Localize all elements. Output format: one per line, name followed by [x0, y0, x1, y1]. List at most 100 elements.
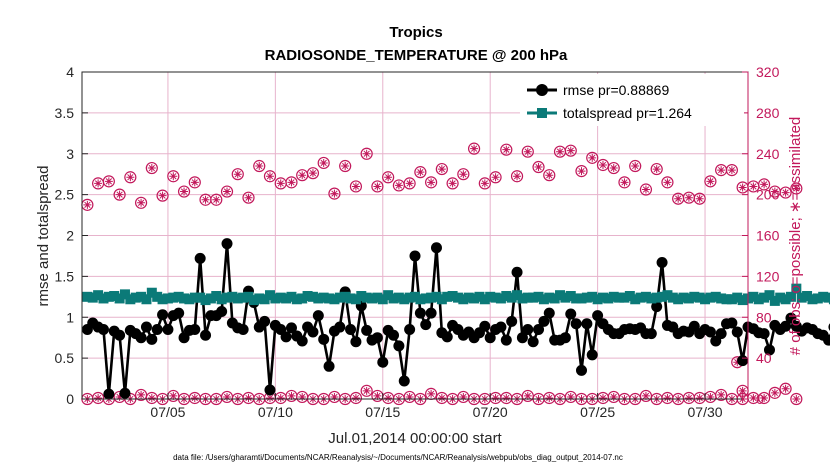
spread-point: [694, 292, 705, 303]
spread-point: [683, 293, 694, 304]
rmse-point: [404, 324, 416, 336]
rmse-point: [388, 329, 400, 341]
obs-point: [102, 175, 115, 188]
y-axis-right-ticks: 0 40 80 120 160 200 240 280 320: [742, 64, 780, 407]
obs-point: [317, 156, 330, 170]
obs-possible-marker: [758, 178, 771, 191]
obs-point: [779, 186, 792, 199]
spread-point: [506, 292, 517, 303]
obs-assimilated-marker: [298, 392, 307, 401]
spread-point: [82, 291, 93, 302]
rmse-point: [393, 340, 405, 352]
spread-point: [205, 293, 216, 304]
obs-point: [296, 390, 309, 404]
obs-point: [199, 193, 212, 206]
obs-possible-marker: [693, 192, 706, 205]
spread-point: [533, 291, 544, 302]
obs-possible-marker: [435, 162, 448, 176]
spread-point: [426, 292, 437, 303]
spread-point: [415, 294, 426, 305]
rmse-point: [651, 301, 663, 313]
obs-possible-marker: [650, 162, 663, 176]
spread-point: [469, 293, 480, 304]
obs-point: [704, 175, 717, 188]
obs-assimilated-marker: [513, 172, 522, 181]
obs-point: [274, 391, 287, 405]
obs-assimilated-marker: [663, 393, 672, 402]
spread-point: [549, 293, 560, 304]
obs-possible-marker: [134, 196, 148, 209]
obs-assimilated-marker: [169, 172, 178, 181]
rmse-point: [264, 384, 276, 396]
spread-point: [162, 293, 173, 304]
obs-assimilated-marker: [341, 162, 350, 171]
obs-possible-marker: [768, 386, 781, 399]
obs-assimilated-marker: [738, 386, 747, 395]
obs-assimilated-marker: [287, 178, 296, 187]
spread-point: [608, 291, 619, 302]
rmse-point: [280, 331, 292, 343]
obs-point: [263, 170, 277, 183]
obs-point: [382, 391, 395, 405]
spread-point: [227, 291, 238, 302]
obs-assimilated-marker: [416, 168, 425, 177]
spread-point: [436, 294, 447, 305]
rmse-point: [785, 312, 797, 324]
obs-assimilated-marker: [781, 384, 790, 393]
spread-point: [136, 291, 147, 302]
rmse-point: [763, 344, 775, 356]
rmse-point: [441, 331, 453, 343]
obs-possible-marker: [629, 159, 642, 173]
spread-point: [195, 292, 206, 303]
y-left-tick-label: 3.5: [55, 105, 75, 121]
spread-point: [302, 290, 313, 301]
rmse-point: [414, 307, 426, 319]
rmse-point: [318, 333, 330, 345]
obs-assimilated-marker: [470, 144, 479, 153]
x-tick-label: 07/20: [473, 404, 508, 420]
spread-point: [372, 292, 383, 303]
obs-possible-marker: [639, 183, 653, 196]
rmse-point: [656, 256, 668, 268]
obs-assimilated-marker: [674, 194, 683, 203]
legend-spread-marker: [537, 108, 547, 118]
spread-point: [576, 293, 587, 304]
obs-assimilated-marker: [147, 393, 156, 402]
obs-point: [521, 389, 534, 403]
obs-assimilated-marker: [137, 198, 146, 207]
y-right-tick-label: 240: [756, 146, 780, 162]
obs-assimilated-marker: [223, 392, 232, 401]
spread-point: [264, 290, 275, 301]
rmse-point: [737, 355, 749, 367]
obs-point: [349, 391, 363, 405]
obs-point: [586, 151, 599, 164]
rmse-point: [780, 320, 792, 332]
obs-assimilated-marker: [577, 167, 586, 176]
obs-point: [553, 145, 567, 158]
obs-assimilated-marker: [94, 393, 103, 402]
obs-possible-marker: [371, 180, 384, 193]
obs-possible-marker: [790, 392, 803, 406]
obs-assimilated-marker: [427, 389, 436, 398]
spread-point: [807, 294, 818, 305]
obs-point: [392, 179, 405, 192]
obs-point: [607, 390, 620, 404]
obs-point: [435, 391, 448, 405]
spread-point: [168, 292, 179, 303]
spread-point: [377, 294, 388, 305]
obs-assimilated-marker: [695, 393, 704, 402]
obs-point: [758, 391, 771, 405]
obs-point: [618, 176, 631, 189]
rmse-point: [398, 375, 410, 387]
obs-point: [661, 176, 674, 189]
obs-point: [124, 171, 137, 184]
obs-possible-marker: [457, 168, 470, 181]
obs-point: [682, 191, 696, 204]
spread-point: [318, 292, 329, 303]
obs-assimilated-marker: [233, 170, 242, 179]
y-left-tick-label: 1: [66, 309, 74, 325]
obs-point: [500, 391, 513, 405]
y-axis-left-ticks: 0 0.5 1 1.5 2 2.5 3 3.5 4: [55, 64, 88, 407]
spread-point: [479, 294, 490, 305]
